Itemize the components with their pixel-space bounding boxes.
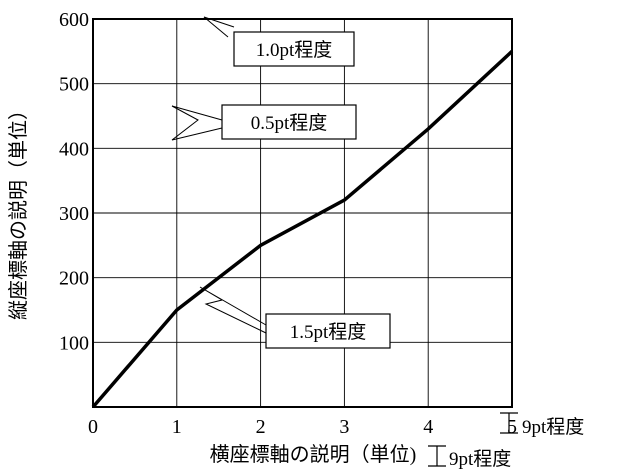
callout-data-line-label: 1.5pt程度 [290, 321, 367, 343]
label-size-note-text: 9pt程度 [449, 448, 511, 470]
callout-gridline-arrow [171, 105, 223, 141]
x-tick-label: 4 [423, 416, 433, 438]
label-size-bracket [428, 445, 446, 467]
series-group [91, 50, 514, 409]
x-tick-label: 3 [339, 416, 349, 438]
x-tick-labels: 0 1 2 3 4 5 [88, 416, 517, 438]
y-tick-labels: 100 200 300 400 500 600 [59, 9, 89, 354]
x-tick-label: 0 [88, 416, 98, 438]
tick-size-note-text: 9pt程度 [522, 416, 584, 438]
callout-frame-arrow [203, 16, 235, 38]
y-tick-label: 400 [59, 138, 89, 160]
x-axis-label: 横座標軸の説明（単位) [210, 443, 417, 466]
x-tick-label: 1 [172, 416, 182, 438]
y-tick-label: 100 [59, 332, 89, 354]
callout-frame: 1.0pt程度 [203, 16, 355, 67]
callout-data-line: 1.5pt程度 [199, 286, 391, 349]
x-tick-label: 2 [256, 416, 266, 438]
callout-gridline: 0.5pt程度 [171, 104, 357, 141]
tick-size-note: 9pt程度 [500, 412, 584, 438]
callout-gridline-box [221, 104, 357, 140]
tick-size-bracket [500, 412, 518, 434]
x-tick-label: 5 [507, 416, 517, 438]
label-size-note: 9pt程度 [428, 445, 511, 470]
plot-frame [92, 18, 513, 408]
y-tick-label: 500 [59, 74, 89, 96]
y-tick-label: 200 [59, 268, 89, 290]
callout-gridline-label: 0.5pt程度 [251, 112, 328, 134]
y-tick-label: 300 [59, 203, 89, 225]
callout-data-line-box [265, 313, 391, 349]
y-tick-label: 600 [59, 9, 89, 31]
callout-data-line-arrow [199, 286, 267, 334]
series-line [91, 50, 514, 409]
callout-frame-box [233, 31, 355, 67]
callout-frame-label: 1.0pt程度 [256, 39, 333, 61]
y-axis-label: 縦座標軸の説明（単位） [7, 100, 30, 320]
grid [93, 19, 512, 407]
